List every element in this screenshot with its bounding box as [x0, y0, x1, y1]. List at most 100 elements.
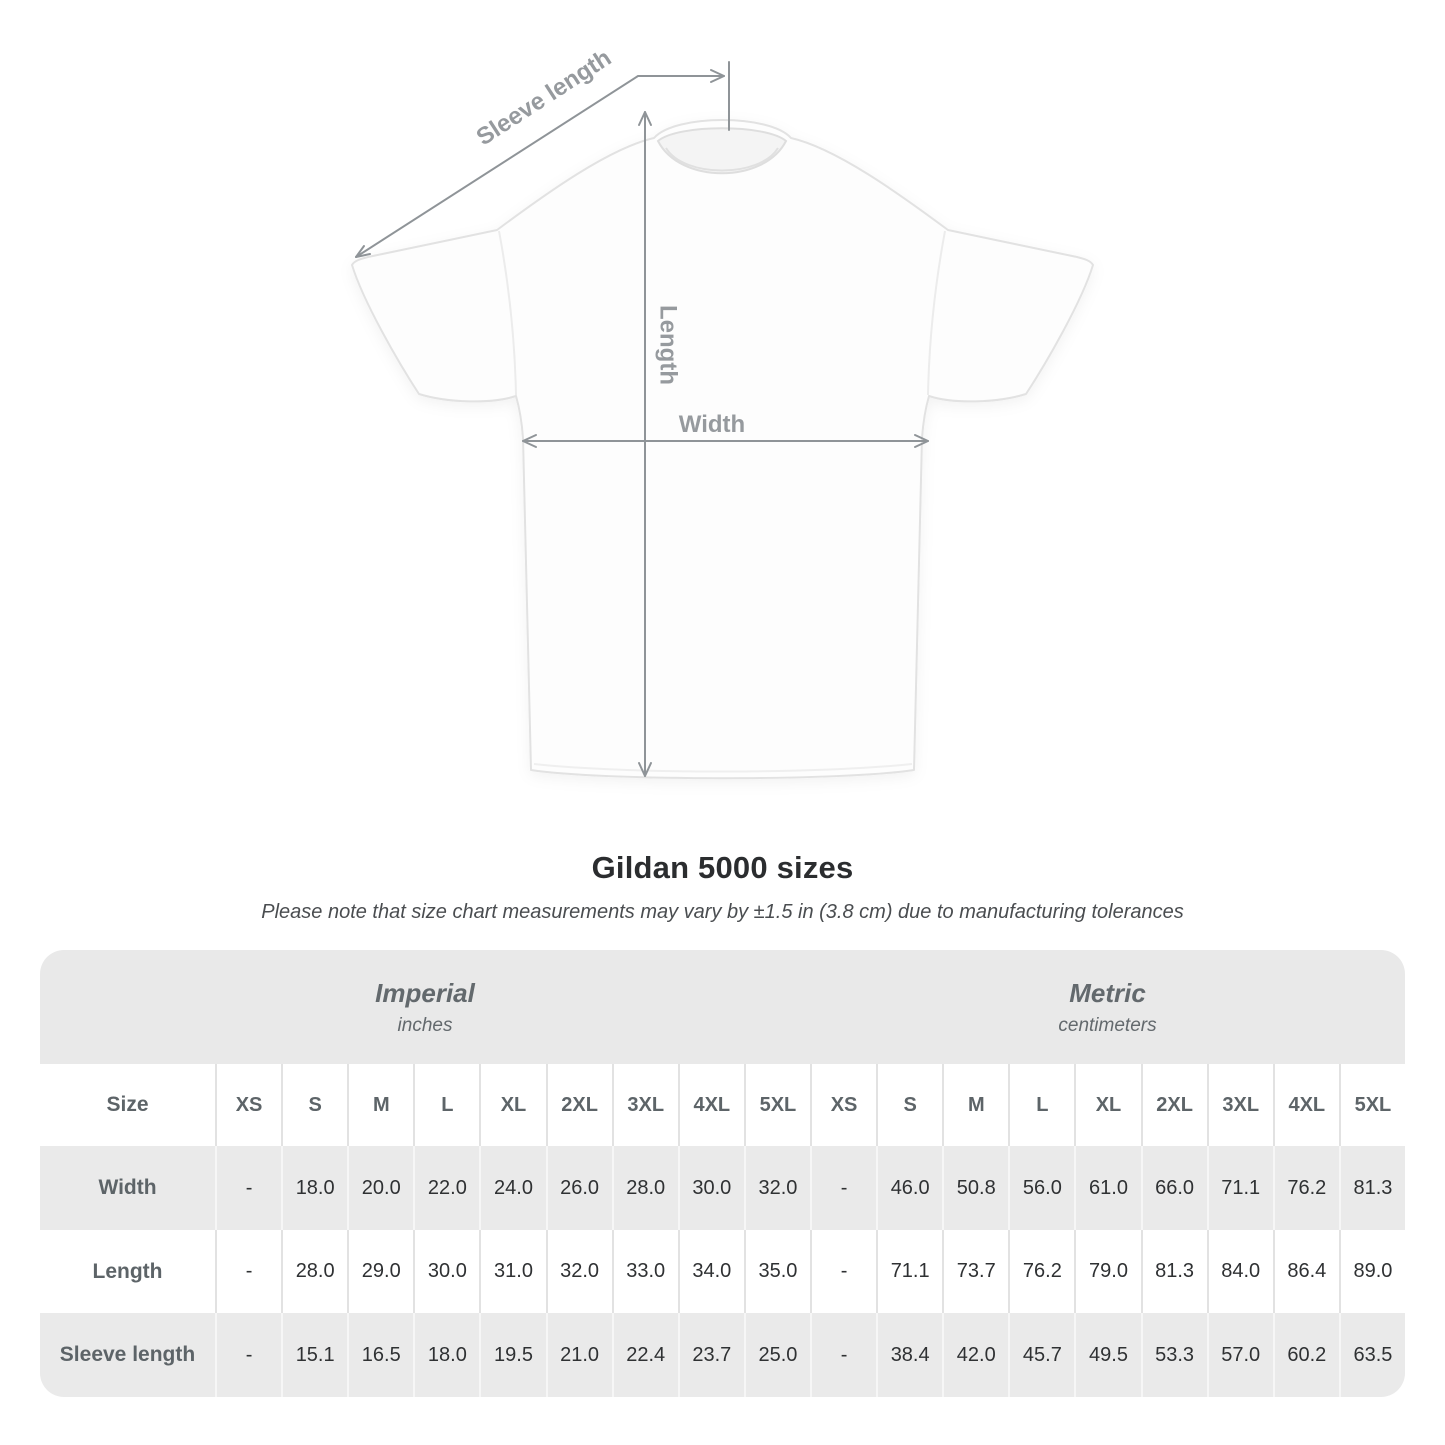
table-cell: 23.7: [677, 1313, 744, 1397]
row-label: Length: [92, 1259, 163, 1283]
col-header: 5XL: [743, 1064, 810, 1146]
table-cell: 71.1: [1206, 1146, 1273, 1230]
sleeve-length-label: Sleeve length: [472, 44, 616, 151]
col-header: 2XL: [1140, 1064, 1207, 1146]
table-cell: -: [215, 1313, 281, 1397]
col-header: S: [876, 1064, 942, 1146]
table-cell: 56.0: [1008, 1146, 1074, 1230]
table-cell: 15.1: [281, 1313, 347, 1397]
table-cell: -: [810, 1313, 876, 1397]
table-cell: 28.0: [281, 1230, 347, 1313]
metric-label: Metric: [1069, 977, 1146, 1008]
col-header: 3XL: [1206, 1064, 1273, 1146]
col-header: 5XL: [1338, 1064, 1405, 1146]
length-label: Length: [655, 305, 682, 385]
table-cell: 66.0: [1140, 1146, 1207, 1230]
metric-unit: centimeters: [1058, 1014, 1157, 1036]
width-label: Width: [679, 411, 745, 438]
table-cell: 20.0: [347, 1146, 413, 1230]
table-cell: 30.0: [677, 1146, 744, 1230]
table-cell: 16.5: [347, 1313, 413, 1397]
table-cell: -: [215, 1146, 281, 1230]
metric-section-header: Metric centimeters: [810, 950, 1405, 1064]
table-cell: 46.0: [876, 1146, 942, 1230]
table-cell: 53.3: [1140, 1313, 1207, 1397]
table-cell: 76.2: [1272, 1146, 1339, 1230]
table-cell: 73.7: [942, 1230, 1008, 1313]
table-cell: 45.7: [1008, 1313, 1074, 1397]
table-cell: 50.8: [942, 1146, 1008, 1230]
width-row: Width - 18.0 20.0 22.0 24.0 26.0 28.0 30…: [40, 1146, 1405, 1230]
tshirt-right-sleeve-seam: [927, 230, 946, 396]
col-header: 2XL: [545, 1064, 612, 1146]
unit-system-header: Imperial inches Metric centimeters: [40, 950, 1405, 1064]
imperial-label: Imperial: [375, 977, 475, 1008]
sleeve-length-row: Sleeve length - 15.1 16.5 18.0 19.5 21.0…: [40, 1313, 1405, 1397]
table-cell: 29.0: [347, 1230, 413, 1313]
tshirt-left-sleeve-seam: [498, 230, 517, 396]
table-cell: 26.0: [545, 1146, 612, 1230]
table-cell: 25.0: [743, 1313, 810, 1397]
length-row: Length - 28.0 29.0 30.0 31.0 32.0 33.0 3…: [40, 1230, 1405, 1313]
table-cell: 24.0: [479, 1146, 545, 1230]
size-table: Imperial inches Metric centimeters Size …: [40, 950, 1405, 1397]
table-cell: 84.0: [1206, 1230, 1273, 1313]
table-cell: 31.0: [479, 1230, 545, 1313]
table-cell: 57.0: [1206, 1313, 1273, 1397]
table-cell: 30.0: [413, 1230, 479, 1313]
col-header: XL: [479, 1064, 545, 1146]
row-label: Width: [98, 1176, 157, 1199]
tolerance-note: Please note that size chart measurements…: [261, 901, 1184, 923]
col-header: XL: [1074, 1064, 1140, 1146]
col-header: M: [942, 1064, 1008, 1146]
table-cell: 49.5: [1074, 1313, 1140, 1397]
col-header: M: [347, 1064, 413, 1146]
length-arrow: [638, 111, 652, 777]
table-cell: 22.0: [413, 1146, 479, 1230]
table-cell: 61.0: [1074, 1146, 1140, 1230]
col-header: L: [1008, 1064, 1074, 1146]
table-cell: 28.0: [611, 1146, 678, 1230]
table-cell: 81.3: [1140, 1230, 1207, 1313]
imperial-section-header: Imperial inches: [40, 950, 810, 1064]
table-cell: 60.2: [1272, 1313, 1339, 1397]
tshirt-graphic: [351, 119, 1094, 780]
width-arrow: [522, 434, 929, 448]
size-header-row: Size XS S M L XL 2XL 3XL 4XL 5XL XS S M …: [40, 1064, 1405, 1146]
tshirt-hem-stitch: [533, 763, 913, 773]
table-cell: 89.0: [1338, 1230, 1405, 1313]
table-cell: 19.5: [479, 1313, 545, 1397]
col-header: L: [413, 1064, 479, 1146]
col-header: 4XL: [1272, 1064, 1339, 1146]
table-cell: -: [215, 1230, 281, 1313]
row-label: Sleeve length: [59, 1343, 196, 1366]
tshirt-collar-opening: [656, 127, 788, 175]
table-cell: -: [810, 1230, 876, 1313]
tshirt-collar-rib: [665, 147, 779, 172]
table-cell: 81.3: [1338, 1146, 1405, 1230]
table-cell: -: [810, 1146, 876, 1230]
sleeve-length-arrow: [355, 61, 730, 258]
table-cell: 63.5: [1338, 1313, 1405, 1397]
col-header: 3XL: [611, 1064, 678, 1146]
table-cell: 76.2: [1008, 1230, 1074, 1313]
table-cell: 35.0: [743, 1230, 810, 1313]
table-cell: 38.4: [876, 1313, 942, 1397]
table-cell: 21.0: [545, 1313, 612, 1397]
col-header: XS: [215, 1064, 281, 1146]
imperial-unit: inches: [397, 1014, 453, 1036]
table-cell: 79.0: [1074, 1230, 1140, 1313]
tshirt-measurement-diagram: Sleeve length Length Width: [351, 44, 1094, 780]
table-cell: 18.0: [413, 1313, 479, 1397]
table-cell: 42.0: [942, 1313, 1008, 1397]
table-cell: 22.4: [611, 1313, 678, 1397]
table-cell: 34.0: [677, 1230, 744, 1313]
measurement-arrows: [355, 61, 929, 777]
tshirt-body: [351, 119, 1094, 780]
col-header: S: [281, 1064, 347, 1146]
col-header: 4XL: [677, 1064, 744, 1146]
table-cell: 18.0: [281, 1146, 347, 1230]
table-cell: 32.0: [545, 1230, 612, 1313]
table-cell: 86.4: [1272, 1230, 1339, 1313]
